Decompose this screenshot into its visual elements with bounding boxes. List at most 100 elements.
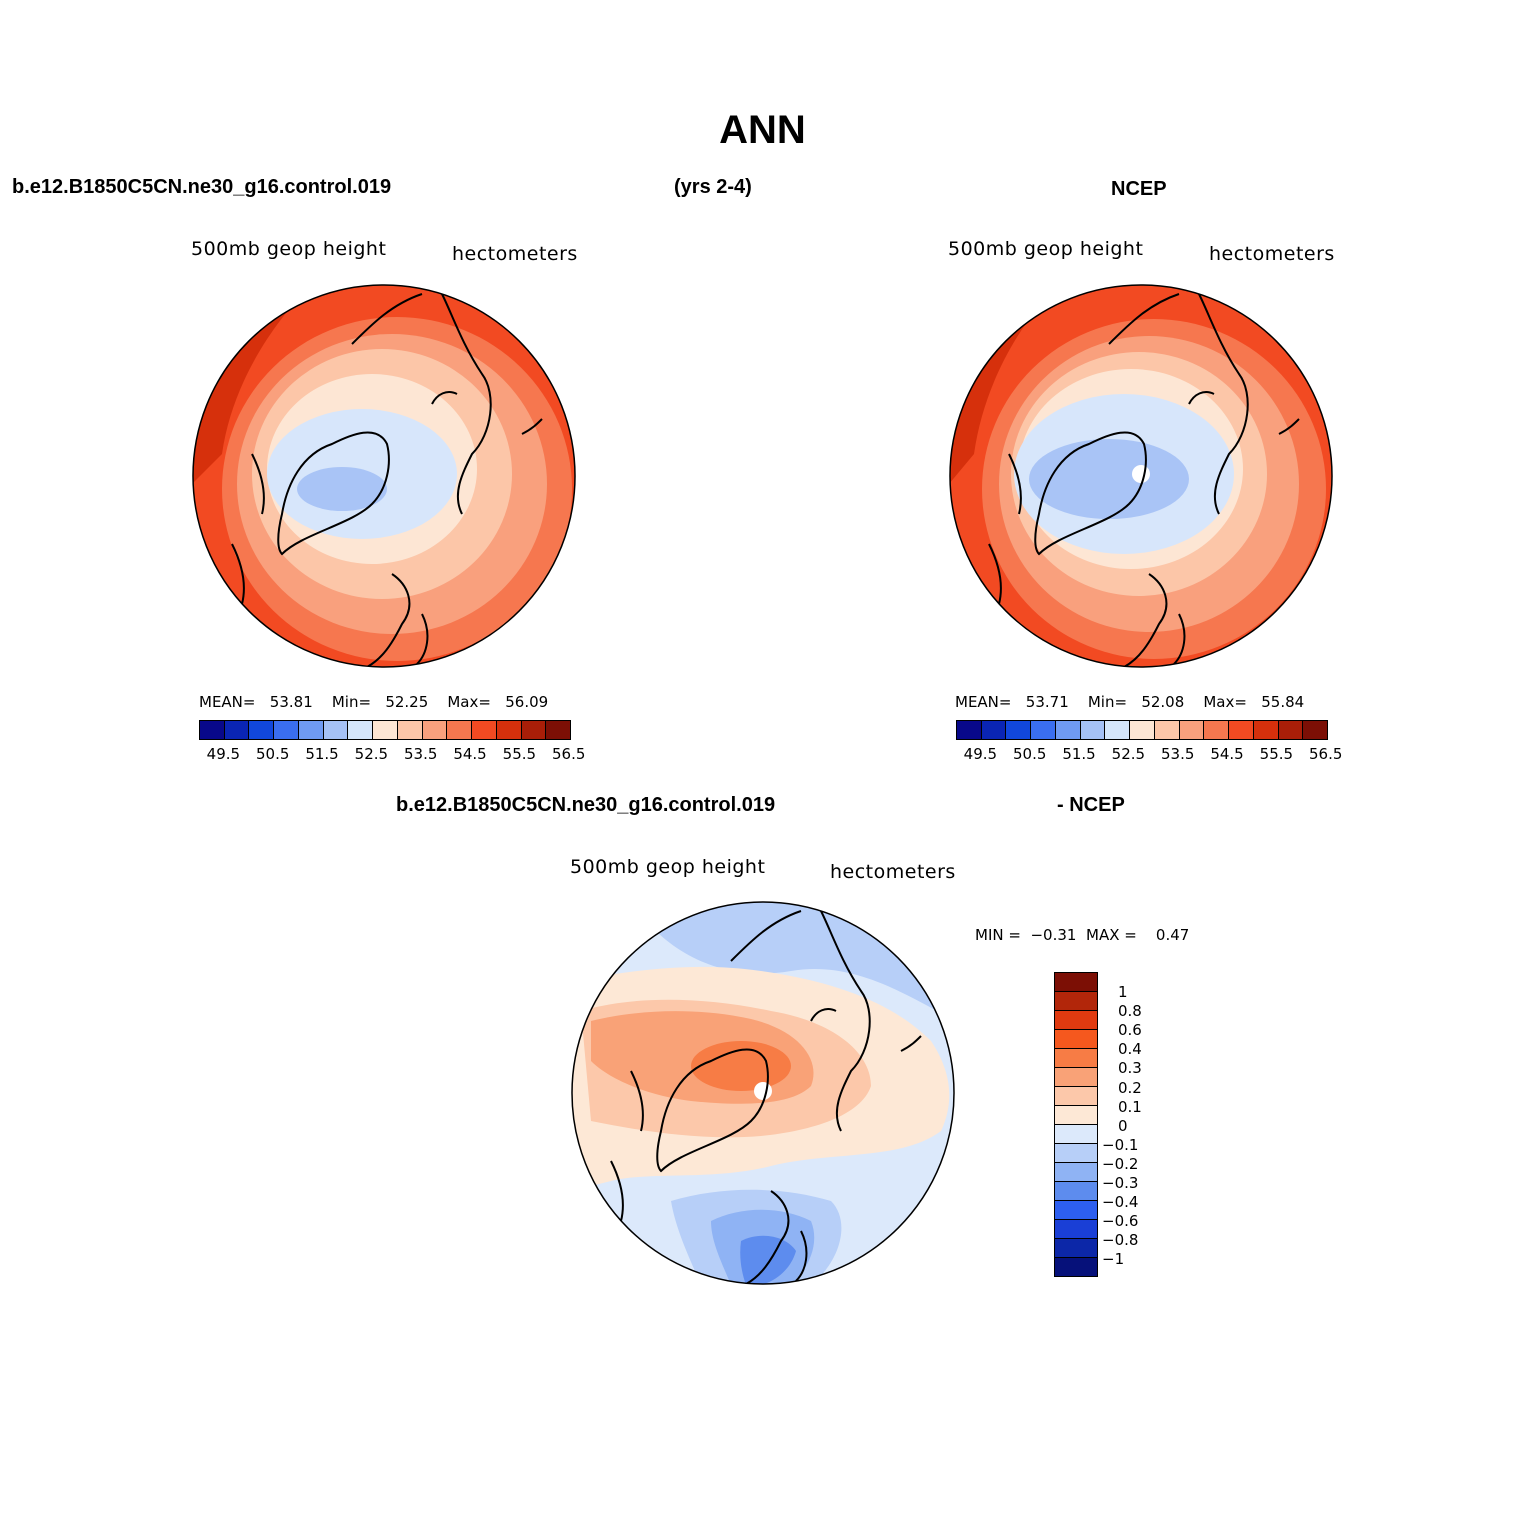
colorbar-swatch: [546, 721, 571, 739]
diff-colorbar-swatch: [1055, 992, 1097, 1011]
colorbar-tick-label: 53.5: [404, 745, 438, 763]
diff-colorbar-swatch: [1055, 1239, 1097, 1258]
diff-pole-hole: [754, 1082, 772, 1100]
diff-colorbar-swatch: [1055, 1068, 1097, 1087]
diff-colorbar-label: 0.1: [1118, 1097, 1142, 1116]
diff-colorbar-label: 0: [1118, 1116, 1128, 1135]
diff-colorbar-swatch: [1055, 1030, 1097, 1049]
colorbar-swatch: [1154, 721, 1180, 739]
obs-band-1: [1029, 439, 1189, 519]
colorbar-swatch: [1080, 721, 1106, 739]
diff-colorbar-label: −0.2: [1102, 1154, 1139, 1173]
diff-colorbar-label: 0.2: [1118, 1078, 1142, 1097]
diff-coastlines: [610, 910, 922, 1284]
colorbar-swatch: [1204, 721, 1230, 739]
diff-colorbar-label: −0.4: [1102, 1193, 1139, 1212]
colorbar-swatch: [224, 721, 250, 739]
obs-colorbar: [956, 720, 1328, 740]
obs-min-value: 52.08: [1141, 693, 1185, 711]
diff-colorbar-label: −0.1: [1102, 1135, 1139, 1154]
colorbar-swatch: [1179, 721, 1205, 739]
page-title: ANN: [719, 108, 806, 152]
diff-colorbar-swatch: [1055, 1182, 1097, 1201]
diff-colorbar-label: 0.8: [1118, 1002, 1142, 1021]
colorbar-swatch: [447, 721, 473, 739]
colorbar-swatch: [472, 721, 497, 739]
colorbar-tick-label: 52.5: [354, 745, 389, 763]
diff-colorbar-label: 0.6: [1118, 1021, 1142, 1040]
obs-max-value: 55.84: [1261, 693, 1305, 711]
colorbar-swatch: [1105, 721, 1131, 739]
diff-colorbar-swatch: [1055, 973, 1097, 992]
obs-coastlines: [988, 293, 1300, 667]
diff-colorbar-swatch: [1055, 1049, 1097, 1068]
colorbar-tick-label: 51.5: [305, 745, 339, 763]
diff-colorbar-label: −1: [1102, 1250, 1125, 1269]
colorbar-swatch: [957, 721, 982, 739]
model-polar-map: [192, 284, 576, 668]
diff-colorbar-swatch: [1055, 1106, 1097, 1125]
colorbar-tick-label: 54.5: [453, 745, 487, 763]
diff-colorbar-swatch: [1055, 1201, 1097, 1220]
diff-colorbar-label: −0.3: [1102, 1174, 1139, 1192]
diff-colorbar-label: 0.3: [1118, 1059, 1142, 1078]
colorbar-swatch: [200, 721, 225, 739]
colorbar-swatch: [981, 721, 1007, 739]
colorbar-swatch: [521, 721, 547, 739]
diff-units-label: hectometers: [830, 861, 956, 883]
diff-variable-label: 500mb geop height: [570, 856, 766, 878]
colorbar-swatch: [1278, 721, 1304, 739]
diff-colorbar-swatch: [1055, 1125, 1097, 1144]
model-colorbar: [199, 720, 571, 740]
diff-max-label: MAX =: [1086, 926, 1137, 944]
colorbar-tick-label: 54.5: [1210, 745, 1244, 763]
colorbar-swatch: [397, 721, 423, 739]
colorbar-swatch: [496, 721, 522, 739]
colorbar-tick-label: 49.5: [206, 745, 241, 763]
obs-pole-hole: [1132, 465, 1150, 483]
obs-mean-value: 53.71: [1025, 693, 1069, 711]
model-units-label: hectometers: [452, 243, 578, 265]
colorbar-swatch: [1006, 721, 1032, 739]
model-band-1: [297, 467, 387, 511]
diff-cool-min: [740, 1235, 796, 1284]
model-min-value: 52.25: [385, 693, 429, 711]
diff-colorbar-swatch: [1055, 1144, 1097, 1163]
model-max-label: Max=: [447, 693, 491, 711]
colorbar-swatch: [348, 721, 374, 739]
diff-min-label: MIN =: [975, 926, 1021, 944]
obs-units-label: hectometers: [1209, 243, 1335, 265]
diff-max-value: 0.47: [1155, 926, 1190, 944]
colorbar-swatch: [1130, 721, 1155, 739]
obs-mean-label: MEAN=: [955, 693, 1012, 711]
years-header: (yrs 2-4): [674, 176, 752, 198]
diff-min-value: −0.31: [1030, 926, 1077, 944]
colorbar-tick-label: 49.5: [963, 745, 998, 763]
diff-colorbar-swatch: [1055, 1087, 1097, 1106]
colorbar-tick-label: 56.5: [552, 745, 586, 763]
colorbar-swatch: [422, 721, 448, 739]
colorbar-tick-label: 55.5: [502, 745, 537, 763]
colorbar-swatch: [373, 721, 398, 739]
obs-colorbar-ticks: 49.5 50.5 51.5 52.5 53.5 54.5 55.5 56.5: [956, 745, 1343, 765]
colorbar-swatch: [1031, 721, 1056, 739]
colorbar-tick-label: 56.5: [1309, 745, 1343, 763]
colorbar-swatch: [1303, 721, 1328, 739]
model-variable-label: 500mb geop height: [191, 238, 387, 260]
diff-colorbar-label: 1: [1118, 983, 1128, 1001]
model-min-label: Min=: [331, 693, 372, 711]
colorbar-tick-label: 50.5: [1013, 745, 1047, 763]
colorbar-swatch: [249, 721, 275, 739]
case-name-header: b.e12.B1850C5CN.ne30_g16.control.019: [12, 176, 392, 198]
model-colorbar-ticks: 49.5 50.5 51.5 52.5 53.5 54.5 55.5 56.5: [199, 745, 586, 765]
colorbar-tick-label: 51.5: [1062, 745, 1096, 763]
model-mean-value: 53.81: [269, 693, 313, 711]
diff-colorbar-swatch: [1055, 1011, 1097, 1030]
diff-colorbar-label: −0.6: [1102, 1212, 1139, 1231]
colorbar-tick-label: 52.5: [1111, 745, 1146, 763]
diff-colorbar-label: 0.4: [1118, 1040, 1142, 1059]
diff-colorbar-swatch: [1055, 1163, 1097, 1182]
colorbar-swatch: [1253, 721, 1279, 739]
colorbar-swatch: [323, 721, 349, 739]
model-coastlines: [231, 293, 543, 667]
